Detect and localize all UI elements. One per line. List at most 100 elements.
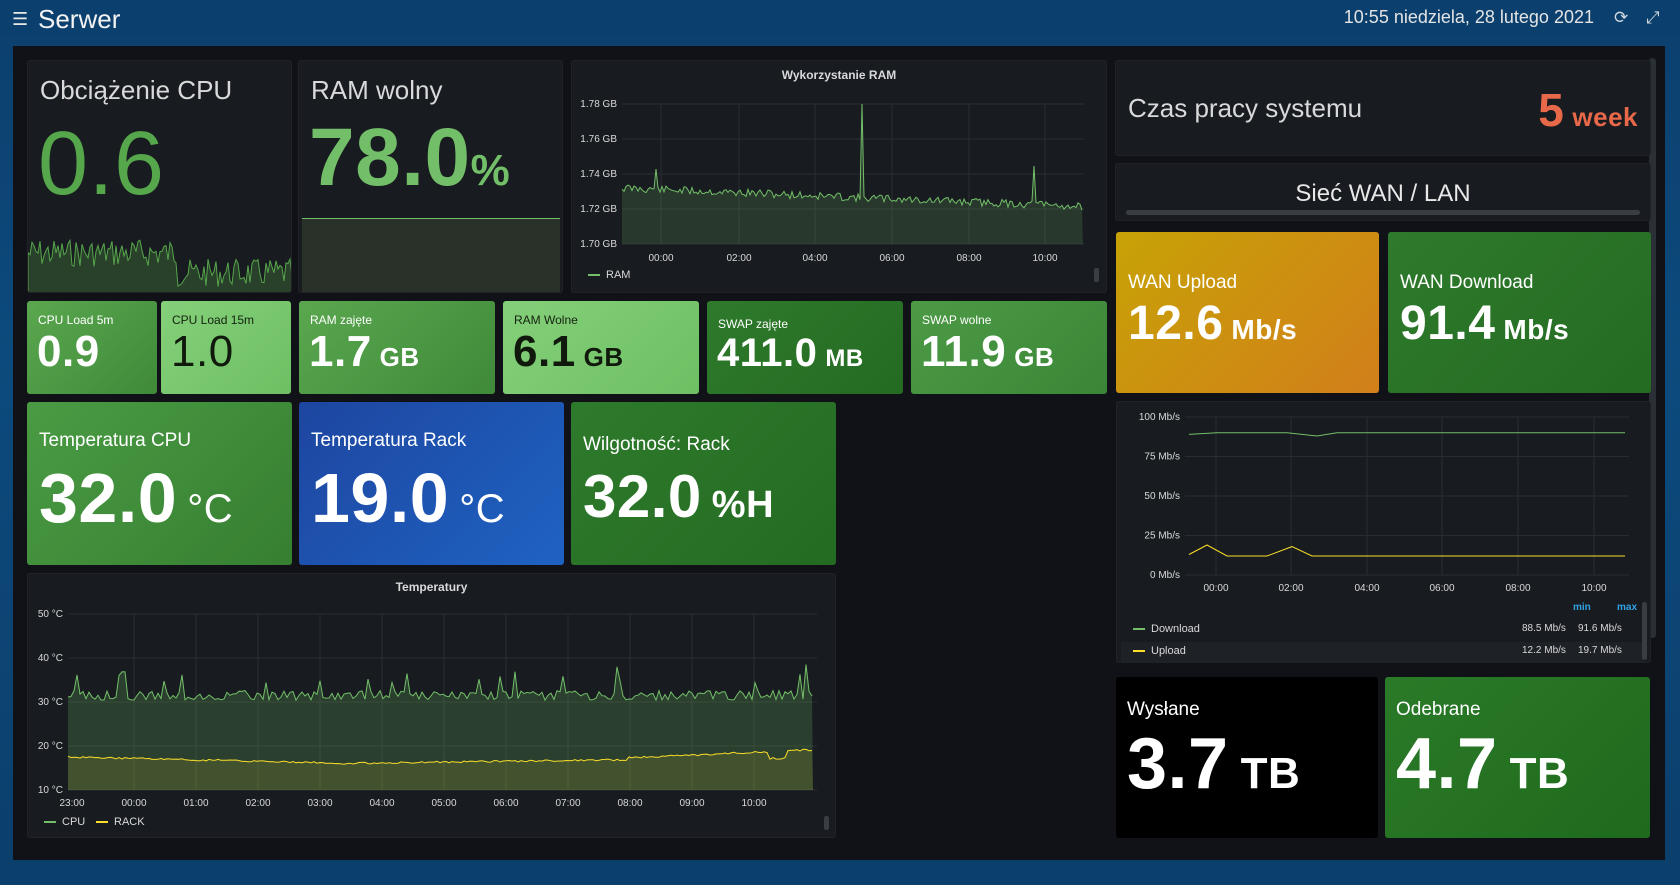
received-panel[interactable]: Odebrane 4.7 TB: [1385, 677, 1650, 838]
legend-item-rack[interactable]: RACK: [96, 816, 145, 828]
panel-title: Odebrane: [1396, 699, 1481, 720]
legend-scrollbar: [824, 816, 829, 830]
x-tick-label: 08:00: [617, 798, 642, 809]
wan-upload-panel[interactable]: WAN Upload 12.6 Mb/s: [1116, 232, 1379, 393]
temperatures-graph[interactable]: Temperatury 50 °C 40 °C 30 °C 20 °C 10 °C 23:…: [27, 573, 836, 838]
refresh-icon[interactable]: ⟳: [1614, 8, 1629, 27]
panel-title: Obciążenie CPU: [40, 75, 233, 105]
y-tick-label: 20 °C: [38, 741, 63, 752]
panel-title: CPU Load 5m: [38, 313, 114, 327]
stat-value: 5 week: [1538, 84, 1638, 136]
x-tick-label: 00:00: [1203, 583, 1228, 594]
network-graph[interactable]: 100 Mb/s 75 Mb/s 50 Mb/s 25 Mb/s 0 Mb/s 00:00…: [1116, 401, 1651, 663]
panel-title: RAM Wolne: [514, 313, 578, 327]
stat-value: 91.4 Mb/s: [1400, 297, 1570, 350]
x-tick-label: 02:00: [726, 253, 751, 264]
ram-usage-chart: 1.78 GB 1.76 GB 1.74 GB 1.72 GB 1.70 GB 00:00…: [580, 99, 1099, 282]
cpu-load-panel[interactable]: Obciążenie CPU 0.6: [27, 60, 292, 293]
section-divider: [1126, 210, 1640, 215]
upload-series-line: [1188, 544, 1625, 557]
x-tick-label: 04:00: [802, 253, 827, 264]
temperatures-chart: 50 °C 40 °C 30 °C 20 °C 10 °C 23:00 00:00 01:00…: [38, 609, 829, 830]
y-tick-label: 50 °C: [38, 609, 63, 620]
legend-row-download[interactable]: Download 88.5 Mb/s 91.6 Mb/s: [1121, 620, 1643, 640]
panel-title: Czas pracy systemu: [1128, 93, 1363, 123]
cpu-load-15m-panel[interactable]: CPU Load 15m 1.0: [161, 301, 291, 394]
y-tick-label: 0 Mb/s: [1150, 570, 1180, 581]
panel-title: RAM wolny: [311, 75, 443, 105]
stat-value: 32.0 °C: [39, 459, 234, 537]
legend-scrollbar: [1094, 268, 1099, 282]
cpu-sparkline: [28, 238, 291, 292]
legend-scrollbar[interactable]: [1642, 602, 1647, 660]
y-tick-label: 30 °C: [38, 697, 63, 708]
sent-panel[interactable]: Wysłane 3.7 TB: [1116, 677, 1378, 838]
y-tick-label: 40 °C: [38, 653, 63, 664]
swap-used-panel[interactable]: SWAP zajęte 411.0 MB: [707, 301, 903, 394]
ram-free-small-panel[interactable]: RAM Wolne 6.1 GB: [503, 301, 699, 394]
graph-title: Temperatury: [395, 580, 468, 594]
legend-item[interactable]: RAM: [588, 269, 630, 281]
y-tick-label: 1.70 GB: [580, 239, 617, 250]
rack-series-line: [67, 748, 813, 765]
ram-used-panel[interactable]: RAM zajęte 1.7 GB: [299, 301, 495, 394]
legend-item-cpu[interactable]: CPU: [44, 816, 85, 828]
ram-usage-graph[interactable]: Wykorzystanie RAM 1.78 GB 1.76 GB 1.74 GB 1…: [571, 60, 1107, 293]
panel-title: Temperatura Rack: [311, 430, 467, 451]
top-bar: ☰ Serwer 10:55 niedziela, 28 lutego 2021…: [0, 0, 1680, 44]
scrollbar[interactable]: [1649, 58, 1656, 638]
ram-series-line: [621, 103, 1083, 211]
x-tick-label: 02:00: [1278, 583, 1303, 594]
legend-min-header[interactable]: min: [1573, 602, 1591, 613]
x-tick-label: 07:00: [555, 798, 580, 809]
panel-title: CPU Load 15m: [172, 313, 255, 327]
legend-row-upload[interactable]: Upload 12.2 Mb/s 19.7 Mb/s: [1121, 642, 1643, 662]
panel-title: WAN Upload: [1128, 272, 1238, 293]
stat-value: 3.7 TB: [1127, 724, 1301, 804]
y-tick-label: 25 Mb/s: [1144, 531, 1180, 542]
stat-value: 411.0 MB: [717, 331, 864, 375]
temp-rack-panel[interactable]: Temperatura Rack 19.0 °C: [299, 402, 564, 565]
x-tick-label: 01:00: [183, 798, 208, 809]
hamburger-icon[interactable]: ☰: [12, 9, 29, 29]
humidity-panel[interactable]: Wilgotność: Rack 32.0 %H: [571, 402, 836, 565]
x-tick-label: 08:00: [956, 253, 981, 264]
legend-max-header[interactable]: max: [1617, 602, 1638, 613]
y-tick-label: 10 °C: [38, 785, 63, 796]
uptime-panel[interactable]: Czas pracy systemu 5 week: [1115, 60, 1651, 156]
swap-free-panel[interactable]: SWAP wolne 11.9 GB: [911, 301, 1107, 394]
y-tick-label: 1.78 GB: [580, 99, 617, 110]
y-tick-label: 50 Mb/s: [1144, 491, 1180, 502]
expand-icon[interactable]: ⤢: [1646, 8, 1660, 27]
datetime-label: 10:55 niedziela, 28 lutego 2021: [1343, 7, 1594, 27]
cpu-series-area: [68, 664, 813, 790]
panel-title: RAM zajęte: [310, 313, 373, 327]
rack-series-area: [68, 749, 813, 790]
panel-title: SWAP wolne: [922, 313, 992, 327]
stat-value: 0.6: [38, 114, 165, 214]
network-chart: 100 Mb/s 75 Mb/s 50 Mb/s 25 Mb/s 0 Mb/s 00:00…: [1139, 412, 1629, 594]
y-tick-label: 100 Mb/s: [1139, 412, 1180, 423]
x-tick-label: 23:00: [59, 798, 84, 809]
stat-value: 6.1 GB: [513, 327, 624, 376]
x-tick-label: 06:00: [1429, 583, 1454, 594]
panel-title: WAN Download: [1400, 272, 1534, 293]
x-tick-label: 10:00: [1032, 253, 1057, 264]
ram-free-panel[interactable]: RAM wolny 78.0%: [298, 60, 563, 293]
stat-value: 78.0%: [309, 112, 511, 203]
cpu-load-5m-panel[interactable]: CPU Load 5m 0.9: [27, 301, 157, 394]
x-tick-label: 05:00: [431, 798, 456, 809]
x-tick-label: 08:00: [1505, 583, 1530, 594]
x-tick-label: 04:00: [1354, 583, 1379, 594]
stat-value: 0.9: [37, 327, 100, 376]
panel-title: Temperatura CPU: [39, 430, 192, 451]
stat-value: 32.0 %H: [583, 463, 775, 530]
x-tick-label: 09:00: [679, 798, 704, 809]
x-tick-label: 03:00: [307, 798, 332, 809]
y-tick-label: 75 Mb/s: [1144, 452, 1180, 463]
temp-cpu-panel[interactable]: Temperatura CPU 32.0 °C: [27, 402, 292, 565]
ram-sparkline: [302, 218, 560, 292]
wan-download-panel[interactable]: WAN Download 91.4 Mb/s: [1388, 232, 1651, 393]
x-tick-label: 06:00: [493, 798, 518, 809]
y-tick-label: 1.72 GB: [580, 204, 617, 215]
